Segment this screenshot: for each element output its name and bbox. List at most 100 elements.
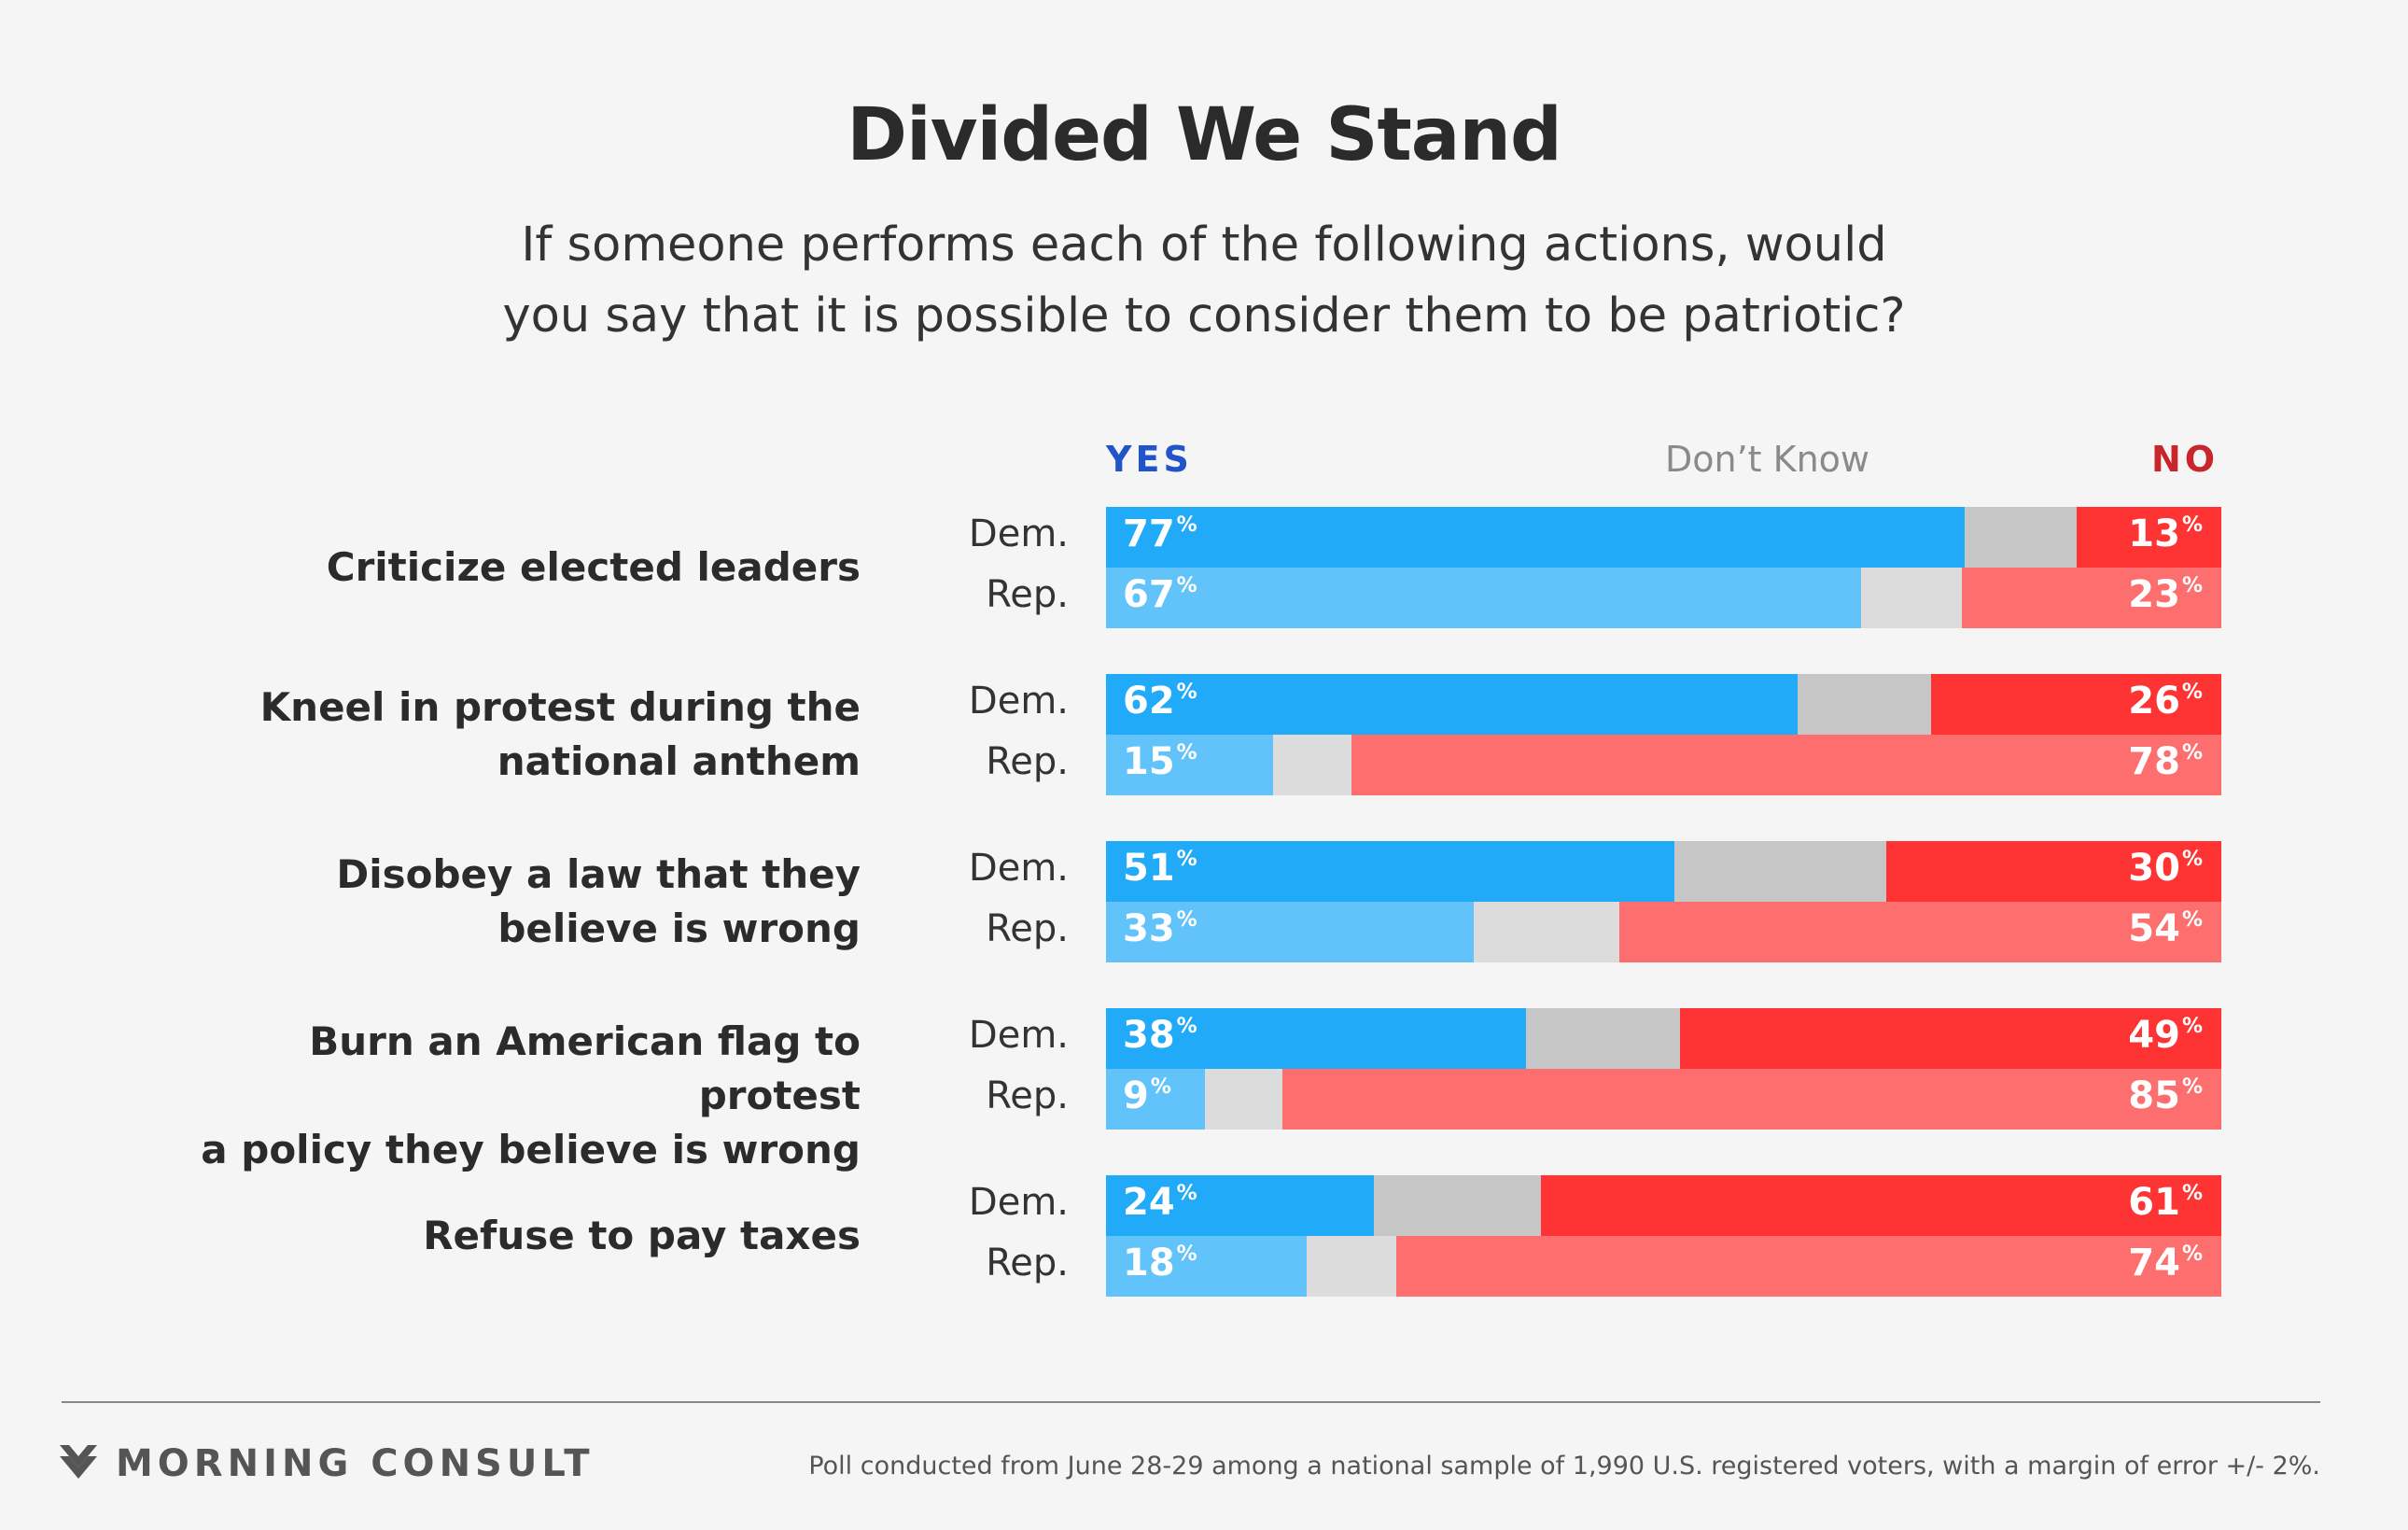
chart-title: Divided We Stand: [847, 93, 1562, 177]
data-label: 24%: [1123, 1181, 1197, 1224]
data-label: 23%: [2128, 573, 2203, 616]
footer-divider: [62, 1401, 2320, 1403]
bar-segment-yes: 33%: [1106, 902, 1475, 962]
stacked-bar: 51% 30%: [1106, 841, 2221, 902]
party-label-dem: Dem.: [968, 1181, 1069, 1224]
percent-sign: %: [2181, 574, 2203, 597]
bar-segment-yes: 18%: [1106, 1236, 1308, 1297]
data-label: 67%: [1123, 573, 1197, 616]
percent-sign: %: [1176, 681, 1197, 704]
data-label-value: 49: [2128, 1014, 2180, 1057]
data-label-value: 15: [1123, 740, 1175, 783]
stacked-bar: 62% 26%: [1106, 674, 2221, 735]
question-label-line: believe is wrong: [497, 905, 861, 951]
legend-no: NO: [2151, 439, 2219, 480]
bar-segment-no: 78%: [1351, 735, 2221, 795]
bar-segment-dont-know: [1373, 1175, 1542, 1236]
stacked-bar: 38% 49%: [1106, 1008, 2221, 1069]
data-label: 38%: [1123, 1014, 1197, 1057]
data-label: 15%: [1123, 740, 1197, 783]
bar-segment-yes: 77%: [1106, 507, 1966, 568]
percent-sign: %: [1176, 848, 1197, 871]
bar-segment-dont-know: [1474, 902, 1619, 962]
data-label: 85%: [2128, 1074, 2203, 1117]
party-label-rep: Rep.: [986, 907, 1069, 950]
percent-sign: %: [1176, 1182, 1197, 1205]
percent-sign: %: [2181, 1075, 2203, 1099]
percent-sign: %: [1176, 1015, 1197, 1038]
data-label-value: 74: [2128, 1242, 2180, 1284]
question-label-line: Burn an American flag to protest: [309, 1018, 861, 1118]
data-label-value: 85: [2128, 1074, 2180, 1117]
data-label-value: 9: [1123, 1074, 1149, 1117]
data-label: 61%: [2128, 1181, 2203, 1224]
bar-segment-yes: 15%: [1106, 735, 1274, 795]
bar-segment-dont-know: [1860, 568, 1963, 628]
stacked-bar: 15% 78%: [1106, 735, 2221, 795]
percent-sign: %: [1176, 908, 1197, 932]
bar-segment-no: 85%: [1282, 1069, 2221, 1130]
party-label-dem: Dem.: [968, 847, 1069, 890]
party-label-rep: Rep.: [986, 573, 1069, 616]
data-label-value: 24: [1123, 1181, 1175, 1224]
bar-segment-dont-know: [1525, 1008, 1681, 1069]
data-label-value: 13: [2128, 512, 2180, 555]
data-label-value: 51: [1123, 847, 1175, 890]
subtitle-line-2: you say that it is possible to consider …: [502, 288, 1906, 344]
data-label-value: 77: [1123, 512, 1175, 555]
question-label-line: national anthem: [497, 738, 861, 784]
data-label: 26%: [2128, 680, 2203, 723]
percent-sign: %: [1176, 574, 1197, 597]
stacked-bar: 24% 61%: [1106, 1175, 2221, 1236]
percent-sign: %: [1176, 513, 1197, 537]
data-label-value: 54: [2128, 907, 2180, 950]
question-label-line: Refuse to pay taxes: [423, 1213, 861, 1258]
question-label-line: Kneel in protest during the: [259, 684, 861, 730]
data-label-value: 18: [1123, 1242, 1175, 1284]
data-label-value: 78: [2128, 740, 2180, 783]
percent-sign: %: [2181, 741, 2203, 765]
percent-sign: %: [2181, 848, 2203, 871]
party-label-dem: Dem.: [968, 680, 1069, 723]
chart-subtitle: If someone performs each of the followin…: [0, 210, 2408, 352]
data-label: 54%: [2128, 907, 2203, 950]
data-label: 78%: [2128, 740, 2203, 783]
bar-segment-yes: 67%: [1106, 568, 1861, 628]
percent-sign: %: [2181, 1182, 2203, 1205]
data-label: 30%: [2128, 847, 2203, 890]
data-label-value: 61: [2128, 1181, 2180, 1224]
data-label-value: 62: [1123, 680, 1175, 723]
data-label-value: 33: [1123, 907, 1175, 950]
data-label-value: 23: [2128, 573, 2180, 616]
percent-sign: %: [2181, 513, 2203, 537]
bar-segment-yes: 9%: [1106, 1069, 1206, 1130]
legend-yes: YES: [1106, 439, 1193, 480]
bar-segment-no: 23%: [1962, 568, 2221, 628]
data-label: 13%: [2128, 512, 2203, 555]
bar-segment-dont-know: [1674, 841, 1887, 902]
stacked-bar: 33% 54%: [1106, 902, 2221, 962]
data-label: 49%: [2128, 1014, 2203, 1057]
bar-segment-no: 13%: [2076, 507, 2221, 568]
party-label-dem: Dem.: [968, 512, 1069, 555]
question-label: Criticize elected leaders: [189, 540, 861, 595]
stacked-bar: 9% 85%: [1106, 1069, 2221, 1130]
data-label: 18%: [1123, 1242, 1197, 1284]
party-label-rep: Rep.: [986, 740, 1069, 783]
bar-segment-dont-know: [1273, 735, 1351, 795]
question-label: Disobey a law that they believe is wrong: [189, 848, 861, 956]
data-label-value: 30: [2128, 847, 2180, 890]
bar-segment-no: 74%: [1395, 1236, 2221, 1297]
bar-segment-no: 30%: [1886, 841, 2221, 902]
data-label-value: 26: [2128, 680, 2180, 723]
data-label-value: 38: [1123, 1014, 1175, 1057]
question-label: Burn an American flag to protest a policy…: [189, 1015, 861, 1177]
bar-segment-yes: 38%: [1106, 1008, 1526, 1069]
bar-segment-dont-know: [1307, 1236, 1396, 1297]
percent-sign: %: [2181, 1015, 2203, 1038]
bar-segment-dont-know: [1205, 1069, 1283, 1130]
data-label: 74%: [2128, 1242, 2203, 1284]
data-label-value: 67: [1123, 573, 1175, 616]
percent-sign: %: [1150, 1075, 1171, 1099]
bar-segment-no: 49%: [1680, 1008, 2221, 1069]
